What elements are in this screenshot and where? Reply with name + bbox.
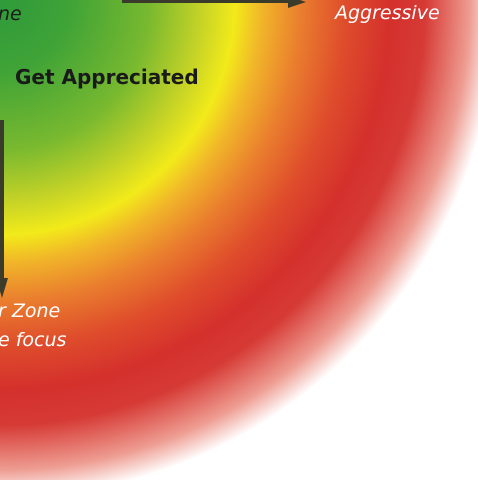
top-left-label: ne (0, 3, 22, 25)
zone-label-line2: e focus (0, 329, 67, 351)
aggressive-label: Aggressive (335, 2, 440, 24)
horizontal-arrow-head (288, 0, 306, 8)
horizontal-arrow-shaft (122, 0, 290, 3)
vertical-arrow-shaft (0, 120, 4, 280)
zone-label-line1: r Zone (0, 300, 61, 322)
vertical-arrow-head (0, 278, 8, 298)
vertical-arrow (0, 120, 8, 298)
get-appreciated-heading: Get Appreciated (15, 65, 199, 89)
horizontal-arrow (122, 0, 306, 8)
